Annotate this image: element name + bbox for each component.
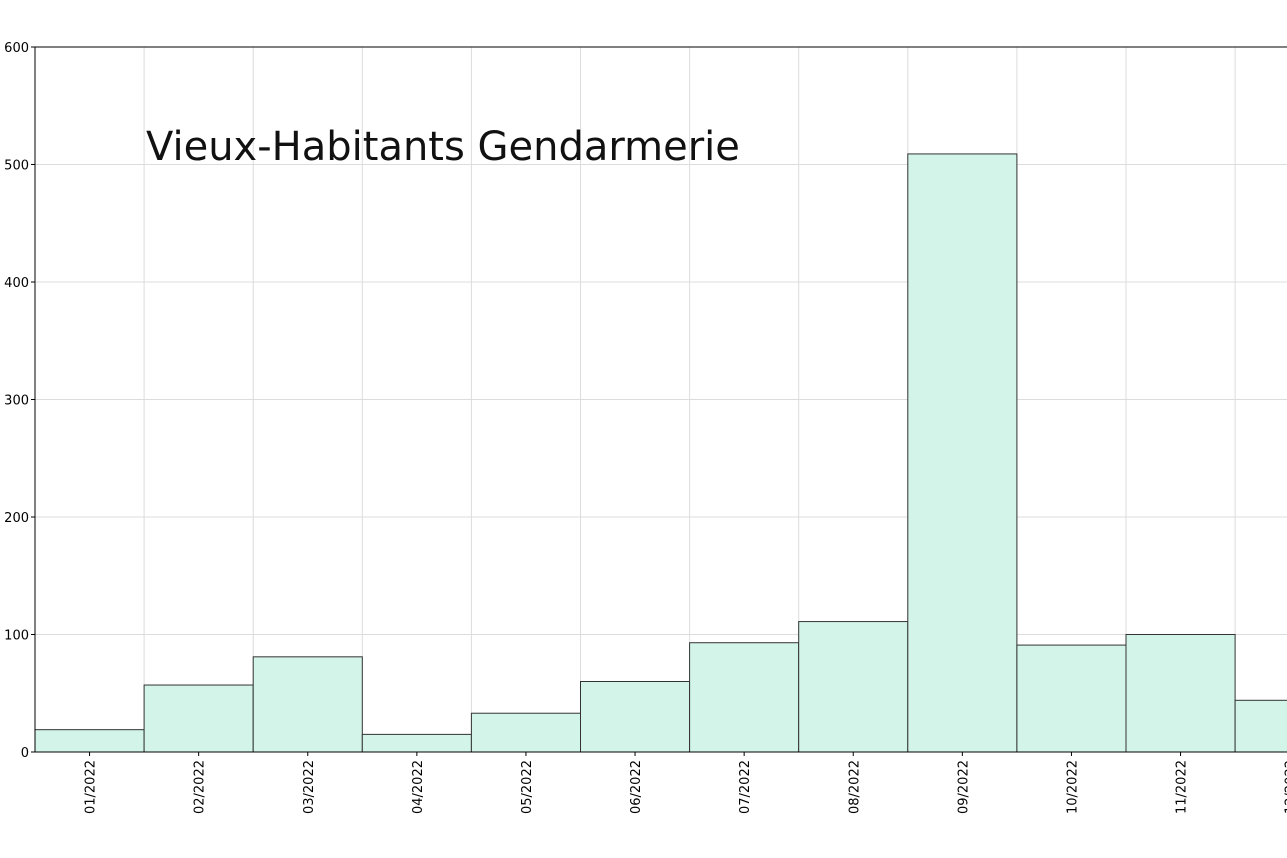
x-tick-label: 11/2022	[1175, 760, 1190, 814]
x-tick-label: 07/2022	[738, 760, 753, 814]
y-tick-label: 600	[4, 41, 29, 56]
x-tick-label: 02/2022	[193, 760, 208, 814]
x-tick-label: 09/2022	[956, 760, 971, 814]
x-tick-label: 01/2022	[84, 760, 99, 814]
chart-title: Vieux-Habitants Gendarmerie	[146, 124, 740, 170]
bar	[1234, 699, 1287, 753]
x-tick-label: 05/2022	[520, 760, 535, 814]
bar	[143, 684, 254, 753]
y-tick-label: 100	[4, 629, 29, 644]
x-tick-label: 03/2022	[302, 760, 317, 814]
y-tick-label: 300	[4, 394, 29, 409]
bar	[689, 642, 800, 753]
x-tick-label: 04/2022	[411, 760, 426, 814]
y-tick-label: 0	[21, 746, 29, 761]
bar	[1016, 644, 1127, 753]
bar	[252, 656, 363, 753]
x-tick-label: 06/2022	[629, 760, 644, 814]
x-tick-label: 10/2022	[1065, 760, 1080, 814]
y-tick-label: 200	[4, 511, 29, 526]
bar	[361, 733, 472, 753]
y-tick-label: 500	[4, 159, 29, 174]
x-tick-label: 08/2022	[847, 760, 862, 814]
x-tick-label: 12/2022	[1284, 760, 1287, 814]
bar	[907, 153, 1018, 753]
y-tick-label: 400	[4, 276, 29, 291]
bar	[1125, 634, 1236, 753]
bar	[34, 729, 145, 753]
bar	[470, 712, 581, 753]
bar	[798, 621, 909, 753]
bar	[580, 681, 691, 753]
